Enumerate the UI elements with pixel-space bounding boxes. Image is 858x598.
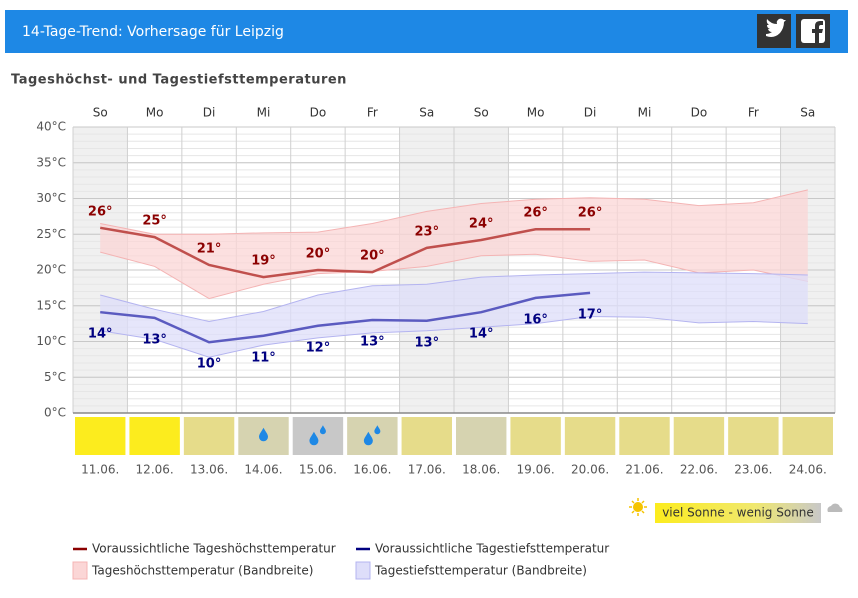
weather-tile [75, 417, 126, 455]
date-label: 15.06. [299, 463, 337, 477]
facebook-button[interactable] [796, 14, 830, 48]
date-label: 19.06. [517, 463, 555, 477]
weather-tile [673, 417, 725, 455]
data-label: 23° [414, 224, 439, 239]
rain-drop [259, 427, 268, 442]
weekday-label: Do [691, 106, 708, 120]
sun-legend-bar [655, 503, 821, 523]
weather-tile [619, 417, 670, 455]
y-tick-label: 10°C [36, 334, 66, 348]
weather-tile [129, 417, 180, 455]
weekday-label: So [93, 106, 108, 120]
legend-label: Voraussichtliche Tageshöchsttemperatur [92, 542, 336, 556]
weekday-label: Di [584, 106, 597, 120]
band-upper-edge [100, 189, 808, 235]
y-tick-label: 35°C [36, 155, 66, 169]
weather-tile [347, 417, 398, 455]
date-label: 24.06. [789, 463, 827, 477]
y-tick-label: 15°C [36, 298, 66, 312]
legend-swatch [72, 561, 88, 580]
weekday-label: Mi [257, 106, 271, 120]
weekday-label: Sa [800, 106, 815, 120]
weekday-label: So [474, 106, 489, 120]
weekday-label: Fr [367, 106, 378, 120]
weather-tile [510, 417, 561, 455]
legend-label: Tagestiefsttemperatur (Bandbreite) [374, 564, 587, 578]
weather-tile [401, 417, 452, 455]
cloud-icon [827, 503, 843, 512]
y-tick-label: 30°C [36, 191, 66, 205]
temperature-line [100, 226, 591, 279]
data-label: 13° [142, 332, 167, 347]
data-label: 20° [360, 249, 385, 264]
data-label: 16° [523, 312, 548, 327]
data-label: 26° [578, 206, 603, 221]
data-label: 13° [414, 335, 439, 350]
date-label: 16.06. [353, 463, 391, 477]
header-bar [5, 10, 848, 53]
rain-drop [363, 431, 373, 446]
date-label: 13.06. [190, 463, 228, 477]
y-tick-label: 40°C [36, 120, 66, 134]
data-label: 25° [142, 214, 167, 229]
data-label: 17° [578, 307, 603, 322]
date-label: 11.06. [81, 463, 119, 477]
weather-tile [564, 417, 616, 455]
date-label: 21.06. [625, 463, 663, 477]
band-lower-edge [100, 315, 808, 358]
twitter-button[interactable] [757, 14, 791, 48]
legend-label: Voraussichtliche Tagestiefsttemperatur [375, 542, 609, 556]
legend-label: Tageshöchsttemperatur (Bandbreite) [91, 564, 313, 578]
data-label: 21° [197, 241, 222, 256]
weekday-label: Mo [146, 106, 164, 120]
weather-tile [728, 417, 779, 455]
temperature-line [100, 291, 591, 344]
legend-swatch [355, 561, 371, 580]
data-label: 19° [251, 254, 276, 269]
date-label: 22.06. [680, 463, 718, 477]
chart-title: Tageshöchst- und Tagestiefsttemperaturen [11, 73, 347, 88]
weather-tile [292, 417, 344, 455]
data-label: 14° [88, 327, 113, 342]
y-tick-label: 25°C [36, 227, 66, 241]
date-label: 12.06. [136, 463, 174, 477]
sun-icon [629, 498, 647, 516]
y-tick-label: 0°C [44, 406, 66, 420]
data-label: 13° [360, 335, 385, 350]
weather-tile [782, 417, 833, 455]
date-label: 20.06. [571, 463, 609, 477]
date-label: 17.06. [408, 463, 446, 477]
weekday-label: Sa [419, 106, 434, 120]
band-lower-edge [100, 251, 808, 300]
weather-tile [456, 417, 507, 455]
data-label: 10° [197, 357, 222, 372]
data-label: 26° [88, 204, 113, 219]
rain-drop [319, 425, 326, 435]
y-tick-label: 5°C [44, 370, 66, 384]
date-label: 23.06. [734, 463, 772, 477]
header-title: 14-Tage-Trend: Vorhersage für Leipzig [22, 24, 284, 40]
temperature-band [100, 272, 808, 358]
sun-legend-label: viel Sonne - wenig Sonne [662, 506, 814, 520]
date-label: 14.06. [244, 463, 282, 477]
data-label: 12° [306, 340, 331, 355]
weekday-label: Mi [638, 106, 652, 120]
rain-drop [374, 425, 381, 435]
rain-drop [309, 431, 319, 446]
weekday-label: Mo [527, 106, 545, 120]
data-label: 20° [306, 247, 331, 262]
data-label: 24° [469, 216, 494, 231]
weekday-label: Fr [748, 106, 759, 120]
date-label: 18.06. [462, 463, 500, 477]
weather-tile [183, 417, 235, 455]
data-label: 14° [469, 327, 494, 342]
y-tick-label: 20°C [36, 263, 66, 277]
weekday-label: Di [203, 106, 216, 120]
band-upper-edge [100, 271, 808, 322]
data-label: 26° [523, 206, 548, 221]
data-label: 11° [251, 350, 276, 365]
weekday-label: Do [310, 106, 327, 120]
